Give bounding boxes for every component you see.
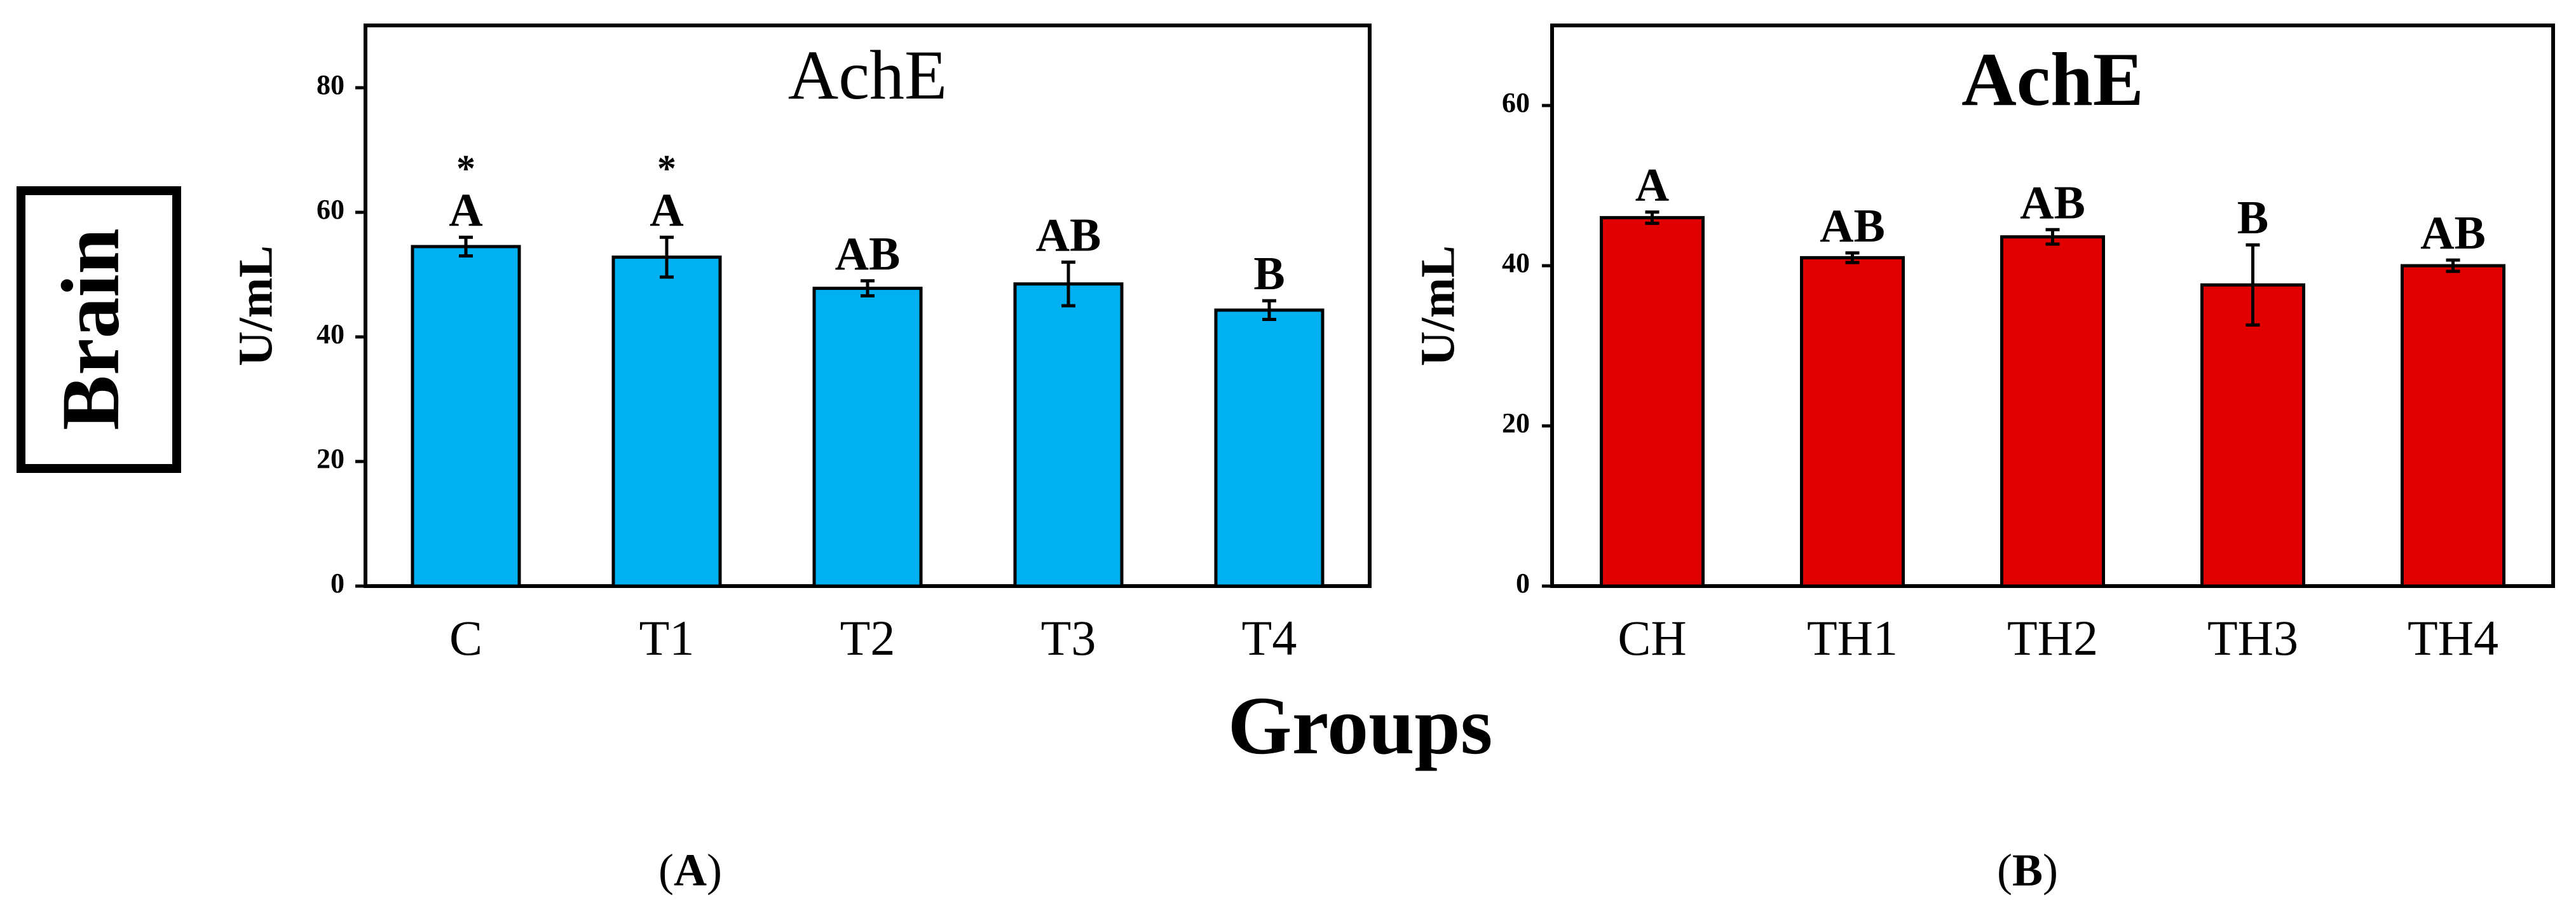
- x-tick-label: C: [449, 610, 482, 666]
- panel-label-b: (B): [1997, 845, 2058, 896]
- significance-label: A: [650, 184, 683, 236]
- bar: [1800, 256, 1905, 588]
- y-tick-label: 0: [1516, 568, 1530, 599]
- panel-label-a: (A): [658, 845, 722, 896]
- bar: [611, 256, 722, 588]
- significance-label: AB: [1820, 200, 1885, 252]
- significance-label: AB: [835, 228, 901, 280]
- significance-label: A: [449, 184, 482, 236]
- bar: [2200, 283, 2305, 588]
- bar: [1600, 215, 1705, 588]
- significance-label: A: [1635, 160, 1669, 212]
- y-tick-label: 40: [1502, 247, 1530, 278]
- x-tick-label: T2: [840, 610, 896, 666]
- brain-label-box: Brain: [17, 186, 181, 473]
- x-tick-label: TH4: [2408, 610, 2498, 666]
- bar: [1013, 282, 1124, 588]
- y-tick-label: 0: [331, 568, 344, 599]
- x-tick-label: TH1: [1807, 610, 1898, 666]
- y-tick-label: 60: [1502, 87, 1530, 118]
- significance-label: B: [1253, 248, 1285, 300]
- y-tick-label: 20: [1502, 407, 1530, 439]
- significance-label: AB: [1036, 209, 1101, 261]
- significance-label: AB: [2020, 177, 2085, 229]
- bar: [411, 245, 521, 588]
- x-axis-group-label: Groups: [1228, 680, 1493, 772]
- chart-title: AchE: [788, 36, 947, 114]
- bar: [2401, 264, 2505, 588]
- panel-letter-a: A: [674, 845, 707, 896]
- y-axis-label: U/mL: [1411, 245, 1464, 366]
- x-tick-label: TH2: [2007, 610, 2098, 666]
- chart-title: AchE: [1961, 37, 2144, 121]
- x-tick-label: CH: [1618, 610, 1686, 666]
- y-tick-label: 80: [317, 69, 344, 100]
- chart-b: 0 20 40 60 U/mL AchE A CH AB TH1 AB TH2 B TH3 AB TH4: [1411, 24, 2555, 666]
- x-tick-label: T3: [1041, 610, 1096, 666]
- y-tick-label: 60: [317, 194, 344, 225]
- significance-star: *: [456, 147, 475, 189]
- significance-label: B: [2237, 192, 2268, 244]
- significance-label: AB: [2420, 207, 2486, 259]
- brain-label: Brain: [45, 228, 137, 430]
- bar: [812, 287, 923, 588]
- x-tick-label: T4: [1242, 610, 1297, 666]
- y-axis-label: U/mL: [229, 245, 282, 366]
- x-tick-label: TH3: [2207, 610, 2298, 666]
- y-tick-label: 20: [317, 443, 344, 474]
- y-tick-label: 40: [317, 318, 344, 350]
- bar: [2000, 235, 2105, 588]
- bar: [1214, 308, 1325, 588]
- x-tick-label: T1: [639, 610, 695, 666]
- significance-star: *: [657, 147, 676, 189]
- panel-letter-b: B: [2012, 845, 2043, 896]
